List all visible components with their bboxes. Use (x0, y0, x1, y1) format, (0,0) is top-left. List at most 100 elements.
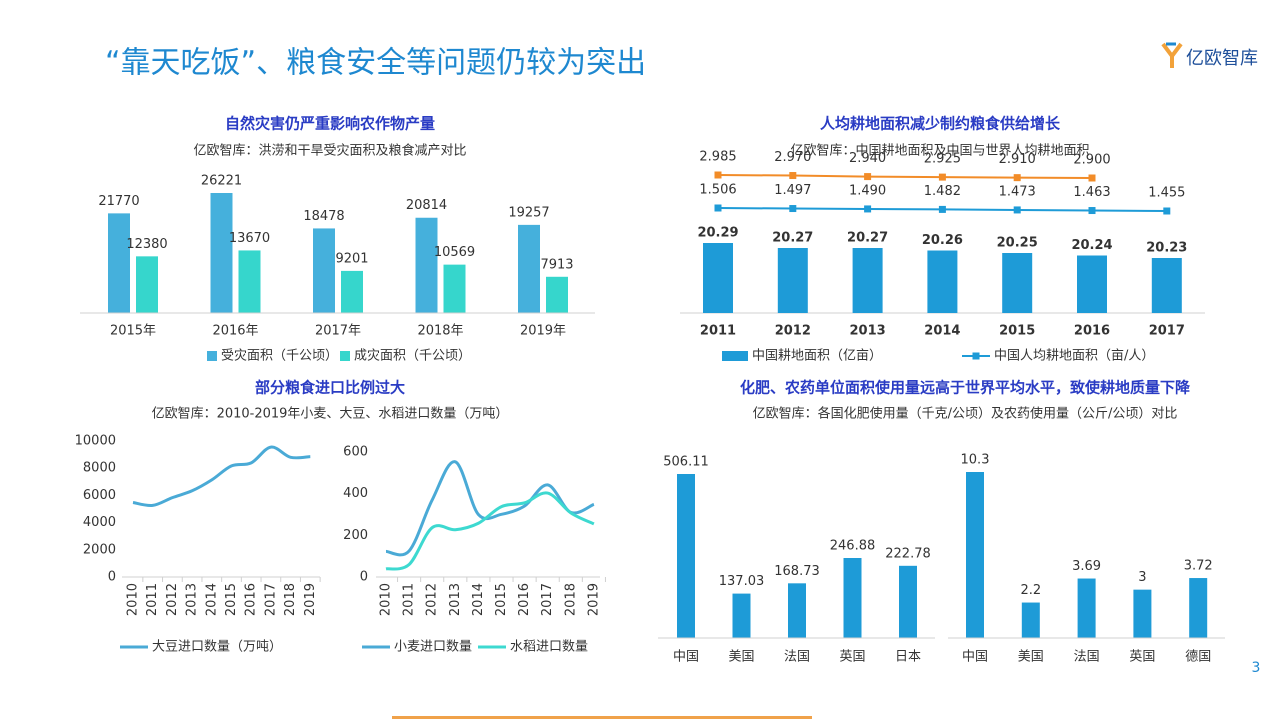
bar-label: 26221 (201, 174, 242, 189)
x-tick-label: 2018 (563, 583, 578, 616)
x-tick-label: 2016 (244, 583, 259, 616)
x-tick-label: 2013 (448, 583, 463, 616)
x-tick-label: 日本 (895, 650, 921, 665)
chart-title: 部分粮食进口比例过大 (255, 379, 405, 397)
legend-label: 成灾面积（千公顷） (354, 348, 471, 364)
bar (210, 193, 233, 313)
x-tick-label: 中国 (673, 650, 699, 665)
line-marker (1163, 207, 1171, 215)
line-marker (864, 205, 872, 213)
x-tick-label: 英国 (839, 650, 865, 665)
y-tick-label: 600 (343, 445, 368, 460)
legend-label: 小麦进口数量 (394, 640, 472, 655)
x-tick-label: 2016 (1074, 324, 1110, 339)
slide-title: “靠天吃饭”、粮食安全等问题仍较为突出 (105, 46, 646, 81)
x-tick-label: 2017年 (315, 324, 361, 339)
line-marker (789, 205, 797, 213)
logo-text: 亿欧智库 (1186, 48, 1258, 69)
chart-subtitle: 亿欧智库：中国耕地面积及中国与世界人均耕地面积 (790, 143, 1089, 159)
x-tick-label: 2015 (224, 583, 239, 616)
bar-label: 20.27 (772, 231, 813, 246)
legend-label: 受灾面积（千公顷） (221, 348, 338, 364)
legend-swatch (340, 351, 350, 361)
bar-label: 19257 (508, 205, 549, 220)
y-tick-label: 400 (343, 486, 368, 501)
x-tick-label: 中国 (962, 650, 988, 665)
bar-label: 137.03 (719, 574, 765, 589)
x-tick-label: 2014 (471, 583, 486, 616)
bar (677, 474, 695, 638)
x-tick-label: 2014 (204, 583, 219, 616)
x-tick-label: 2017 (1149, 324, 1185, 339)
x-tick-label: 英国 (1129, 650, 1155, 665)
bar (703, 243, 733, 313)
y-tick-label: 0 (108, 570, 116, 585)
bar (1021, 602, 1040, 638)
line-marker (938, 205, 946, 213)
legend-label: 大豆进口数量（万吨） (152, 640, 282, 655)
y-tick-label: 4000 (83, 515, 116, 530)
chart-title: 自然灾害仍严重影响农作物产量 (225, 115, 435, 133)
x-tick-label: 2012 (775, 324, 811, 339)
line (385, 460, 595, 557)
line-marker (1088, 174, 1096, 182)
page-number: 3 (1252, 660, 1261, 676)
bar-label: 20.26 (922, 233, 963, 248)
line-marker (864, 173, 872, 181)
x-tick-label: 德国 (1185, 650, 1211, 665)
bar (1151, 258, 1182, 313)
line-marker (1088, 207, 1096, 215)
bar-label: 20.27 (847, 231, 888, 246)
legend-label: 中国耕地面积（亿亩） (752, 348, 882, 364)
bar (546, 276, 568, 313)
bar-label: 3.69 (1072, 559, 1101, 574)
y-tick-label: 200 (343, 528, 368, 543)
bar-label: 20.29 (697, 226, 738, 241)
x-tick-label: 2018年 (417, 324, 463, 339)
x-tick-label: 2017 (263, 583, 278, 616)
bar-label: 3.72 (1184, 559, 1213, 574)
x-tick-label: 2011 (402, 583, 417, 616)
bar-label: 168.73 (774, 564, 820, 579)
footer-bar (392, 716, 812, 719)
bar (1133, 589, 1152, 638)
y-tick-label: 0 (360, 570, 368, 585)
bar (518, 224, 540, 313)
line-marker (789, 172, 797, 180)
point-label: 2.900 (1073, 153, 1110, 168)
bar-label: 21770 (98, 194, 139, 209)
bar (341, 270, 363, 313)
bar (1189, 578, 1208, 638)
y-tick-label: 8000 (83, 461, 116, 476)
legend-label: 中国人均耕地面积（亩/人） (994, 348, 1154, 364)
bar-label: 3 (1138, 570, 1146, 585)
bar-label: 7913 (540, 257, 573, 272)
line (385, 491, 595, 571)
bar-label: 10.3 (961, 453, 990, 468)
y-tick-label: 6000 (83, 488, 116, 503)
x-tick-label: 2017 (540, 583, 555, 616)
line-marker (938, 173, 946, 181)
point-label: 2.910 (999, 152, 1036, 167)
bar (777, 248, 808, 313)
line-marker (714, 171, 722, 179)
bar (238, 250, 261, 313)
bar (443, 264, 466, 313)
chart-subtitle: 亿欧智库：洪涝和干旱受灾面积及粮食减产对比 (193, 143, 466, 159)
line-marker (1013, 206, 1021, 214)
chart-title: 化肥、农药单位面积使用量远高于世界平均水平，致使耕地质量下降 (740, 379, 1191, 397)
bar (313, 228, 335, 313)
line (717, 174, 1093, 179)
point-label: 1.497 (774, 183, 811, 198)
bar-label: 20814 (406, 198, 447, 213)
x-tick-label: 2016 (517, 583, 532, 616)
x-tick-label: 2013 (850, 324, 886, 339)
x-tick-label: 2011 (700, 324, 736, 339)
bar-label: 20.25 (997, 236, 1038, 251)
bar-label: 20.24 (1071, 238, 1112, 253)
bar (1077, 578, 1096, 638)
point-label: 1.482 (924, 184, 961, 199)
x-tick-label: 2019年 (520, 324, 566, 339)
point-label: 1.455 (1148, 186, 1185, 201)
bar (108, 213, 130, 313)
